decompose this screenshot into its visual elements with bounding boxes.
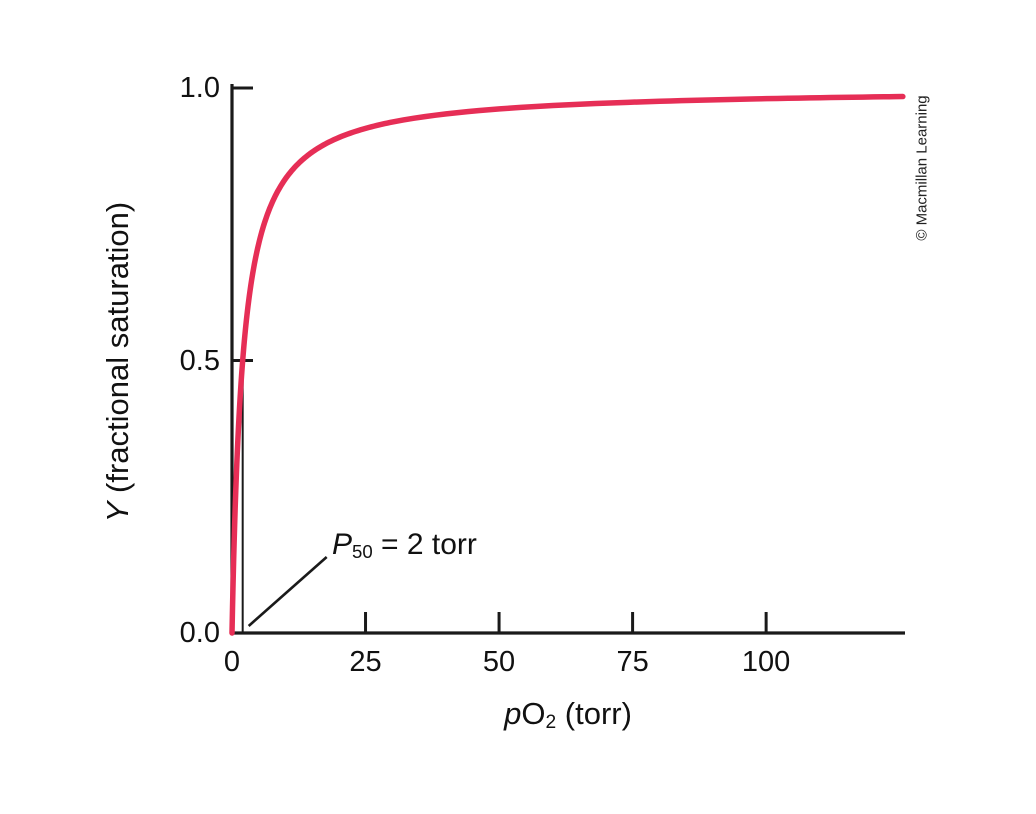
y-axis-title-symbol: Y [100,501,135,523]
x-axis-title-units: (torr) [556,696,632,731]
p50-subscript: 50 [352,541,373,563]
y-tick-label-0.0: 0.0 [179,617,220,649]
x-tick-label-50: 50 [482,646,516,678]
x-axis-title-symbol: p [504,696,522,731]
x-tick-label-0: 0 [223,646,241,678]
saturation-curve [229,93,906,636]
copyright-credit: © Macmillan Learning [913,95,931,241]
y-tick-label-0.5: 0.5 [179,344,220,377]
p50-symbol: P [332,528,353,561]
p50-pointer-line [247,556,328,627]
x-axis-title-element: O [521,696,546,731]
y-axis-title-text: (fractional saturation) [100,201,135,502]
p50-annotation: P50 = 2 torr [332,528,477,562]
x-tick-label-25: 25 [349,646,382,678]
y-tick-label-1.0: 1.0 [179,72,220,104]
y-axis-title: Y (fractional saturation) [100,202,136,523]
x-tick-label-75: 75 [616,646,649,678]
x-axis-title-subscript: 2 [545,712,557,734]
x-tick-label-100: 100 [741,646,791,678]
x-axis-title: pO2 (torr) [504,696,632,732]
p50-value-text: = 2 torr [372,528,477,561]
